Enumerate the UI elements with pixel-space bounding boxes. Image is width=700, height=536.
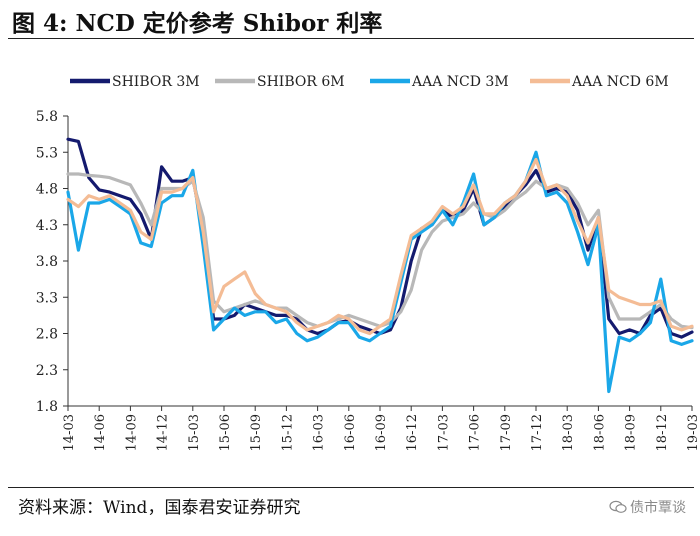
x-tick-label: 18-03 (561, 414, 576, 451)
x-tick-label: 17-09 (499, 414, 514, 451)
x-tick-label: 14-06 (93, 414, 108, 451)
legend-label-shibor6m: SHIBOR 6M (257, 74, 345, 90)
y-axis: 1.8 2.3 2.8 3.3 3.8 4.3 4.8 5.3 5.8 (36, 109, 69, 415)
line-chart: SHIBOR 3M SHIBOR 6M AAA NCD 3M AAA NCD 6M 1… (36, 74, 700, 451)
x-tick-label: 18-12 (655, 414, 670, 451)
x-tick-label: 17-06 (468, 414, 483, 451)
chat-bubble-icon (609, 500, 627, 513)
footer-divider (8, 487, 694, 488)
y-tick-label: 4.8 (36, 182, 58, 198)
legend: SHIBOR 3M SHIBOR 6M AAA NCD 3M AAA NCD 6M (70, 74, 669, 90)
x-tick-label: 15-06 (218, 414, 233, 451)
x-tick-label: 19-03 (686, 414, 700, 451)
y-tick-label: 4.3 (36, 218, 58, 234)
x-tick-label: 15-09 (249, 414, 264, 451)
y-tick-label: 3.8 (36, 254, 58, 270)
watermark: 债市覃谈 (609, 497, 686, 517)
y-tick-label: 5.3 (36, 145, 58, 161)
series-line-ncd3m (66, 150, 694, 394)
legend-label-ncd6m: AAA NCD 6M (571, 74, 669, 90)
source-note: 资料来源：Wind，国泰君安证券研究 (18, 498, 301, 518)
chart-title: 图 4: NCD 定价参考 Shibor 利率 (12, 10, 383, 37)
x-tick-label: 17-03 (436, 414, 451, 451)
x-tick-label: 15-03 (187, 414, 202, 451)
x-tick-label: 14-09 (124, 414, 139, 451)
x-tick-label: 18-09 (624, 414, 639, 451)
y-tick-label: 3.3 (36, 290, 58, 306)
x-tick-label: 16-09 (374, 414, 389, 451)
title-divider (8, 38, 694, 39)
y-tick-label: 2.8 (36, 327, 58, 343)
watermark-text: 债市覃谈 (630, 500, 686, 516)
x-tick-label: 17-12 (530, 414, 545, 451)
x-tick-label: 15-12 (280, 414, 295, 451)
series-layer (66, 137, 694, 394)
x-tick-label: 18-06 (592, 414, 607, 451)
x-tick-label: 14-03 (62, 414, 77, 451)
y-tick-label: 2.3 (36, 363, 58, 379)
y-tick-label: 5.8 (36, 109, 58, 125)
x-tick-label: 16-06 (343, 414, 358, 451)
legend-label-ncd3m: AAA NCD 3M (411, 74, 509, 90)
legend-label-shibor3m: SHIBOR 3M (112, 74, 200, 90)
x-tick-label: 16-03 (312, 414, 327, 451)
x-tick-label: 14-12 (156, 414, 171, 451)
x-axis: 14-03 14-06 14-09 14-12 15-03 15-06 15-09 15-12… (62, 405, 700, 451)
x-tick-label: 16-12 (405, 414, 420, 451)
series-line-ncd6m (66, 157, 694, 336)
y-tick-label: 1.8 (36, 399, 58, 415)
